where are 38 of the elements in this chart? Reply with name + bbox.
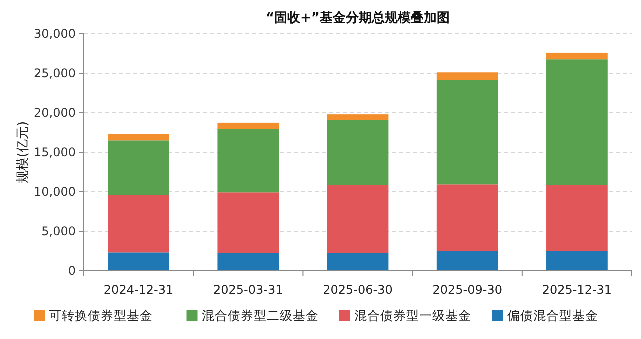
legend-label: 可转换债券型基金 xyxy=(49,308,153,323)
legend-label: 偏债混合型基金 xyxy=(507,308,598,323)
bar xyxy=(108,140,170,196)
bar xyxy=(218,129,280,193)
bar xyxy=(327,253,389,271)
bar xyxy=(546,251,608,271)
bar xyxy=(546,185,608,252)
y-tick-label: 25,000 xyxy=(34,66,76,80)
y-tick-label: 20,000 xyxy=(34,106,76,120)
bar xyxy=(108,134,170,141)
y-tick-label: 30,000 xyxy=(34,27,76,41)
bar xyxy=(327,120,389,186)
x-tick-label: 2025-03-31 xyxy=(214,283,284,297)
bar xyxy=(436,80,498,185)
y-tick-label: 0 xyxy=(68,264,76,278)
x-tick-label: 2025-06-30 xyxy=(323,283,393,297)
bar xyxy=(546,52,608,60)
bar xyxy=(218,192,280,254)
chart-title: “固收+”基金分期总规模叠加图 xyxy=(266,10,450,26)
bar xyxy=(108,195,170,253)
bar xyxy=(327,114,389,120)
legend-label: 混合债券型二级基金 xyxy=(202,308,319,323)
bar xyxy=(436,251,498,271)
y-tick-label: 10,000 xyxy=(34,185,76,199)
y-tick-label: 5,000 xyxy=(42,224,76,238)
x-tick-label: 2025-12-31 xyxy=(542,283,612,297)
y-tick-label: 15,000 xyxy=(34,146,76,160)
y-axis-title: 规模(亿元) xyxy=(16,121,31,184)
x-tick-label: 2024-12-31 xyxy=(104,283,174,297)
bar xyxy=(108,252,170,271)
bar xyxy=(436,184,498,252)
bar xyxy=(327,185,389,254)
x-tick-label: 2025-09-30 xyxy=(432,283,502,297)
bar xyxy=(218,122,280,130)
legend-label: 混合债券型一级基金 xyxy=(354,308,472,323)
bar xyxy=(218,253,280,271)
bar xyxy=(436,72,498,80)
bar xyxy=(546,60,608,186)
